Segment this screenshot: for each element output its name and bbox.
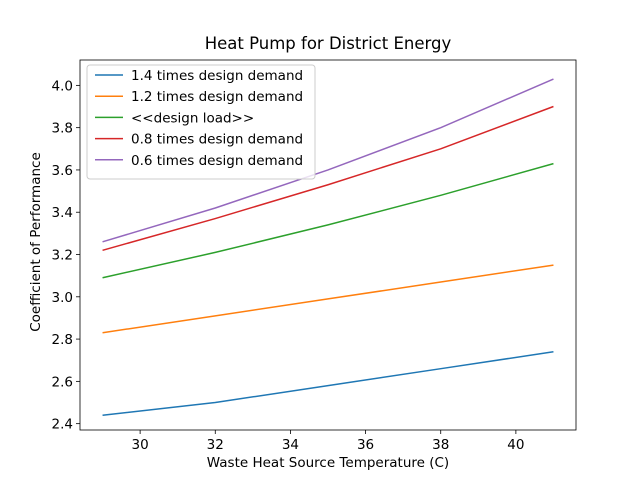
plot-frame [79, 59, 577, 431]
y-tick-label: 3.2 [52, 248, 73, 264]
y-tick-label: 3.0 [52, 290, 73, 306]
chart-title: Heat Pump for District Energy [205, 34, 452, 53]
x-tick-label: 36 [357, 437, 374, 453]
legend-box [86, 64, 316, 180]
y-tick-label: 2.8 [52, 332, 73, 348]
legend-label: 0.6 times design demand [131, 153, 303, 169]
y-tick-label: 4.0 [52, 78, 73, 94]
x-tick-label: 40 [507, 437, 524, 453]
x-tick-label: 32 [207, 437, 224, 453]
legend-label: 1.2 times design demand [131, 89, 303, 105]
x-axis-title: Waste Heat Source Temperature (C) [207, 455, 449, 471]
y-tick-label: 3.6 [52, 163, 73, 179]
x-tick-label: 34 [282, 437, 299, 453]
legend-label: 0.8 times design demand [131, 132, 303, 148]
series-line-1 [102, 351, 554, 416]
series-line-4 [102, 105, 554, 252]
x-tick-label: 30 [132, 437, 149, 453]
y-tick-label: 3.4 [52, 205, 73, 221]
legend-label: <<design load>> [131, 110, 254, 126]
y-tick-label: 2.6 [52, 374, 73, 390]
plot-area: 30 32 34 36 38 40 2.4 2.6 2.8 3.0 3.2 3.4 3.6 3.8 4.0 1… [52, 59, 577, 453]
series-line-5 [102, 78, 554, 243]
x-tick-label: 38 [432, 437, 449, 453]
series-line-3 [102, 162, 554, 279]
y-tick-label: 3.8 [52, 121, 73, 137]
y-tick-label: 2.4 [52, 417, 73, 433]
series-line-2 [102, 264, 554, 334]
y-axis-title: Coefficient of Performance [28, 152, 44, 332]
legend-label: 1.4 times design demand [131, 68, 303, 84]
